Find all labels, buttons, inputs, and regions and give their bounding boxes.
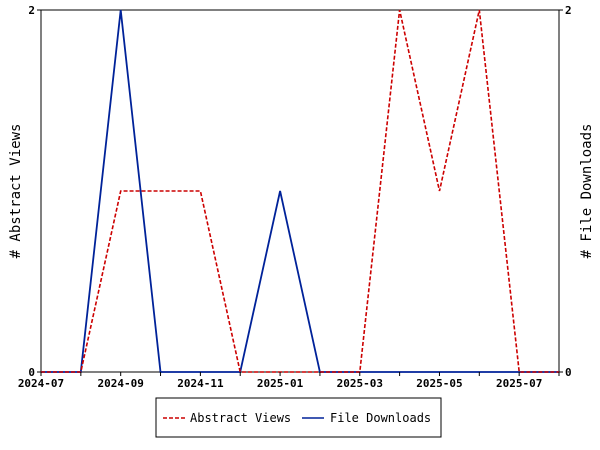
y-right-axis: 02 bbox=[559, 4, 572, 379]
series-line-abstract-views bbox=[41, 9, 559, 373]
legend-box bbox=[155, 397, 442, 438]
x-tick-label: 2024-07 bbox=[18, 377, 64, 390]
series-layer bbox=[41, 9, 559, 373]
legend-label-file-downloads: File Downloads bbox=[330, 411, 431, 425]
legend-label-abstract-views: Abstract Views bbox=[190, 411, 291, 425]
y-right-tick-label: 0 bbox=[565, 366, 572, 379]
y-right-tick-label: 2 bbox=[565, 4, 572, 17]
y-left-axis-title: # Abstract Views bbox=[8, 124, 24, 259]
x-tick-label: 2025-05 bbox=[416, 377, 462, 390]
x-tick-label: 2025-01 bbox=[257, 377, 304, 390]
y-left-axis: 02 bbox=[28, 4, 41, 379]
series-line-file-downloads bbox=[41, 9, 559, 373]
legend: Abstract Views File Downloads bbox=[155, 397, 442, 438]
plot-frame bbox=[40, 9, 560, 373]
plot-area bbox=[40, 9, 560, 373]
y-right-axis-title: # File Downloads bbox=[579, 124, 595, 259]
y-left-tick-label: 2 bbox=[28, 4, 35, 17]
y-left-tick-label: 0 bbox=[28, 366, 35, 379]
x-axis: 2024-07 2024-09 2024-11 2025-01 2025-03 2025-… bbox=[18, 372, 560, 390]
x-tick-label: 2024-11 bbox=[177, 377, 224, 390]
x-tick-label: 2024-09 bbox=[98, 377, 144, 390]
x-tick-label: 2025-03 bbox=[337, 377, 383, 390]
x-tick-label: 2025-07 bbox=[496, 377, 542, 390]
